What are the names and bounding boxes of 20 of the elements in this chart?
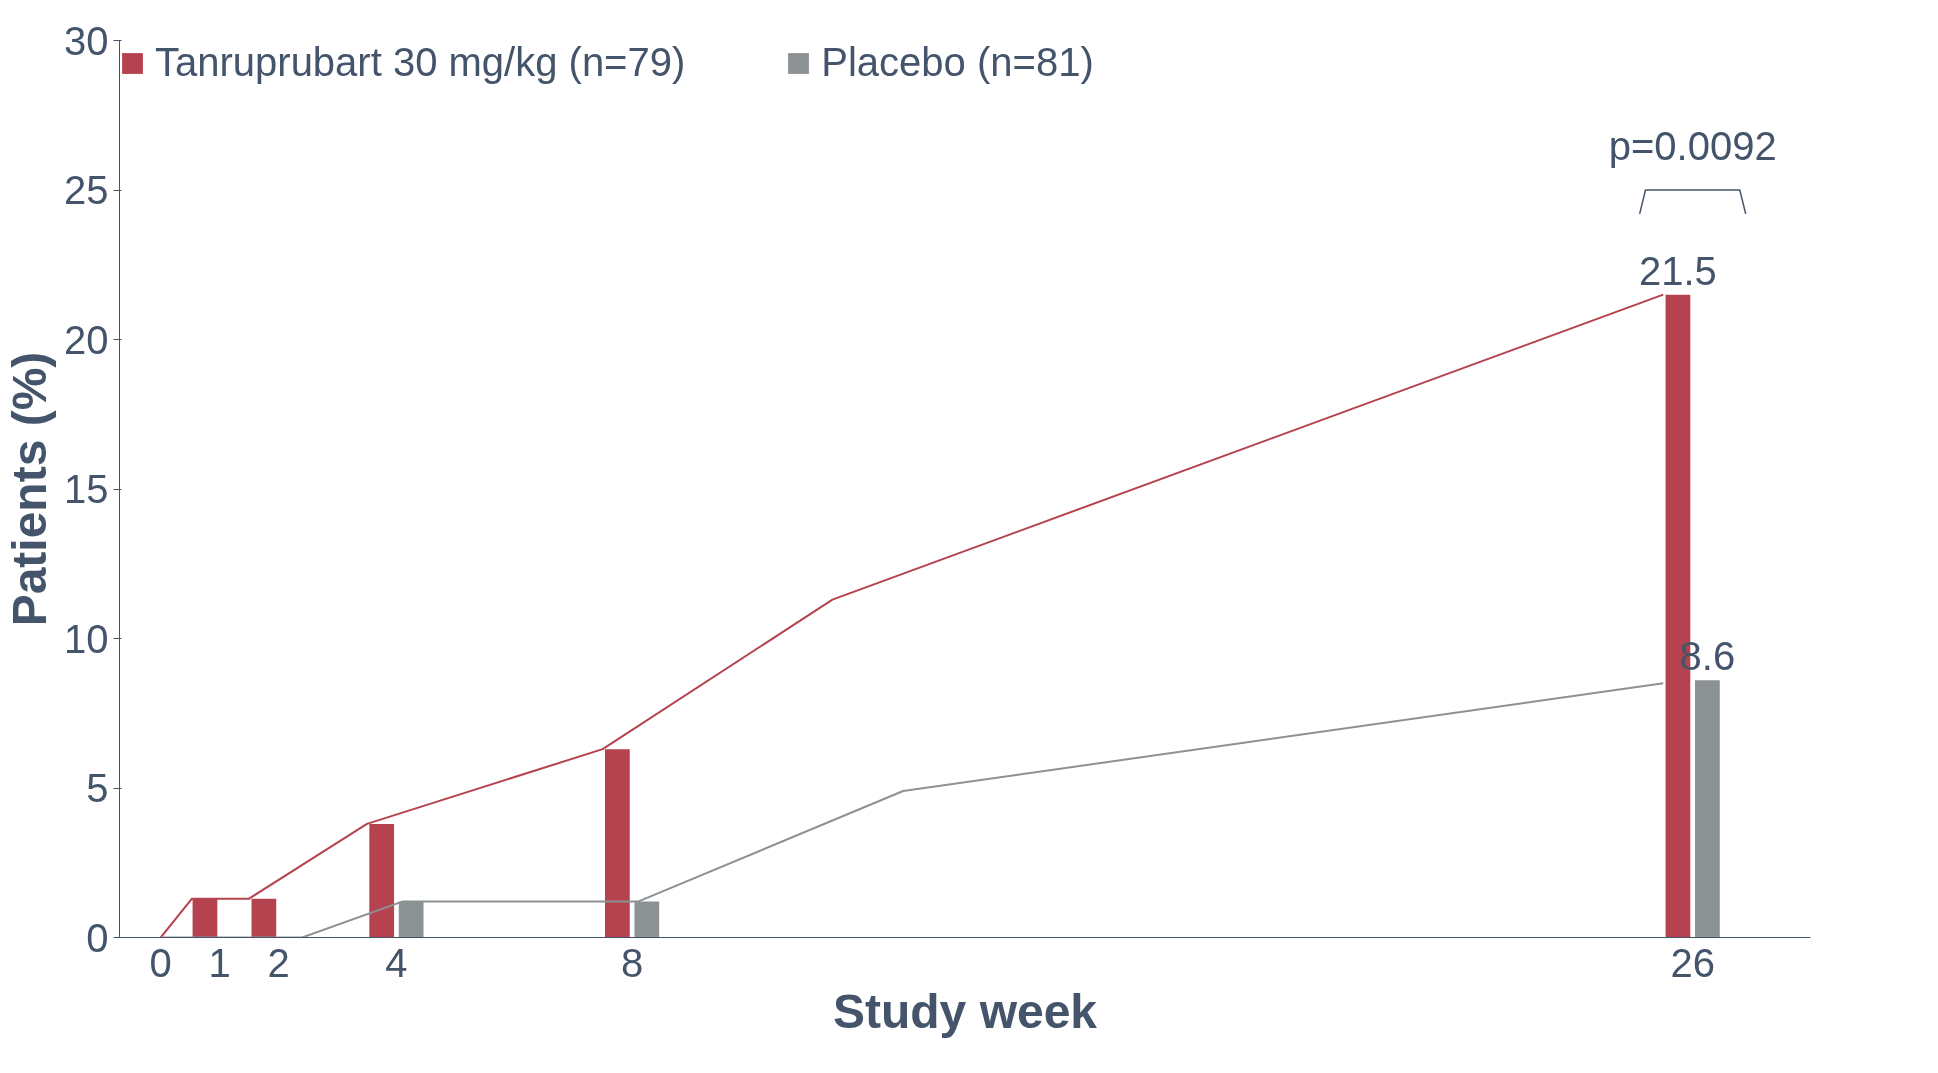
x-axis-title: Study week bbox=[832, 984, 1098, 1038]
x-tick-label: 0 bbox=[149, 940, 172, 985]
y-tick-label: 30 bbox=[64, 18, 109, 63]
y-tick-label: 20 bbox=[64, 317, 109, 362]
y-tick-label: 10 bbox=[64, 616, 109, 661]
x-tick-label: 26 bbox=[1670, 940, 1715, 985]
line-series bbox=[159, 293, 1665, 938]
x-tick-label: 8 bbox=[620, 940, 644, 985]
y-tick-label: 25 bbox=[64, 168, 109, 212]
legend-label: Tanruprubart 30 mg/kg (n=79) bbox=[155, 40, 686, 85]
legend-label: Placebo (n=81) bbox=[821, 40, 1094, 85]
x-tick-label: 1 bbox=[208, 940, 231, 985]
y-tick-label: 5 bbox=[86, 766, 109, 810]
x-tick-label: 4 bbox=[385, 940, 408, 985]
bar bbox=[1695, 680, 1720, 938]
data-label: 21.5 bbox=[1639, 248, 1717, 293]
y-tick-label: 15 bbox=[64, 467, 109, 511]
y-axis-title: Patients (%) bbox=[3, 351, 57, 627]
x-tick-label: 2 bbox=[267, 940, 290, 985]
annotation: p=0.0092 bbox=[1608, 124, 1777, 168]
